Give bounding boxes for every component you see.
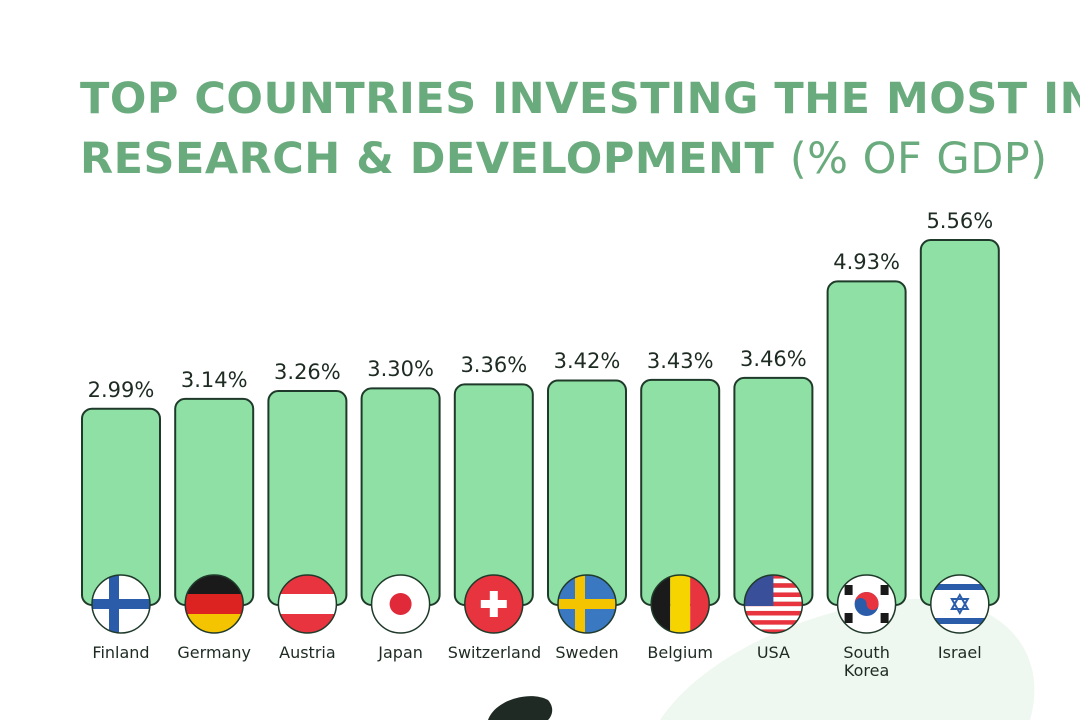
- flag-part: [930, 618, 989, 624]
- flag-part: [744, 610, 803, 616]
- flag-ring: [743, 574, 804, 634]
- flag-part: [880, 585, 889, 595]
- flag: [185, 575, 244, 633]
- flag-ring: [650, 574, 710, 634]
- value-label: 3.46%: [740, 346, 807, 371]
- flag-ring: [930, 574, 990, 634]
- value-label: 3.30%: [367, 357, 434, 382]
- value-label: 3.42%: [553, 349, 621, 374]
- flag: [651, 575, 710, 633]
- category-label: Germany: [177, 643, 251, 662]
- flag-part: [854, 592, 879, 610]
- flag-part: [185, 614, 244, 633]
- category-label: Sweden: [555, 643, 619, 662]
- flag: [558, 575, 616, 633]
- value-label: 4.93%: [833, 250, 900, 275]
- flag-part: [278, 594, 337, 614]
- value-label: 3.26%: [274, 359, 341, 384]
- value-label: 5.56%: [926, 209, 994, 233]
- flag-part: [185, 594, 244, 614]
- bar: [453, 383, 534, 607]
- flag-part: [651, 575, 671, 633]
- bar: [174, 397, 255, 606]
- bar: [733, 376, 814, 606]
- flag-part: [930, 584, 989, 590]
- bar: [919, 239, 1000, 606]
- flag-part: [744, 620, 803, 625]
- chart-title: RESEARCH & DEVELOPMENT: [80, 134, 775, 184]
- category-label: USA: [756, 643, 790, 662]
- flag-part: [278, 575, 337, 594]
- category-label: Austria: [279, 643, 336, 662]
- category-label: Belgium: [647, 643, 713, 662]
- flag-part: [744, 629, 803, 633]
- flag-part: [950, 592, 970, 616]
- category-label: Japan: [378, 643, 423, 662]
- category-label: Israel: [937, 643, 982, 662]
- flag-part: [744, 624, 803, 630]
- chart-title: TOP COUNTRIES INVESTING THE MOST IN: [80, 74, 1080, 124]
- flag-part: [744, 606, 803, 611]
- flag-part: [844, 585, 853, 595]
- flag-part: [185, 575, 244, 594]
- flag: [837, 575, 896, 633]
- flag-ring: [277, 574, 338, 634]
- flag-part: [278, 614, 337, 633]
- value-label: 2.99%: [87, 377, 155, 402]
- decor-logo: [488, 696, 553, 720]
- value-label: 3.43%: [646, 348, 714, 373]
- bar: [640, 378, 721, 606]
- flag-part: [92, 599, 150, 609]
- bar: [826, 280, 907, 606]
- flag: [371, 575, 430, 633]
- flag-part: [744, 615, 803, 621]
- bar: [360, 387, 441, 606]
- flag-part: [844, 613, 853, 623]
- flag-ring: [91, 574, 151, 634]
- flag-part: [480, 600, 507, 608]
- flag-ring: [557, 574, 617, 634]
- flag: [278, 575, 337, 633]
- bar: [547, 379, 627, 607]
- category-label: Switzerland: [447, 643, 542, 662]
- flag-part: [670, 575, 691, 633]
- flag-part: [690, 575, 710, 633]
- chart-title-line: RESEARCH & DEVELOPMENT (% OF GDP): [80, 134, 1048, 184]
- flag-ring: [370, 574, 431, 634]
- value-label: 3.14%: [180, 367, 248, 392]
- bar: [267, 389, 348, 606]
- flag-part: [880, 613, 889, 623]
- flag-ring: [184, 574, 244, 634]
- flag-part: [389, 593, 412, 615]
- chart-unit: (% OF GDP): [789, 134, 1048, 184]
- category-label: South Korea: [843, 643, 890, 680]
- flag-part: [558, 599, 616, 609]
- category-label: Finland: [92, 643, 150, 662]
- flag: [92, 575, 150, 633]
- flag-ring: [836, 574, 897, 634]
- value-label: 3.36%: [460, 353, 528, 378]
- flag: [464, 575, 523, 633]
- flag-ring: [464, 574, 524, 634]
- decor-blob: [660, 598, 1035, 720]
- flag: [930, 575, 989, 633]
